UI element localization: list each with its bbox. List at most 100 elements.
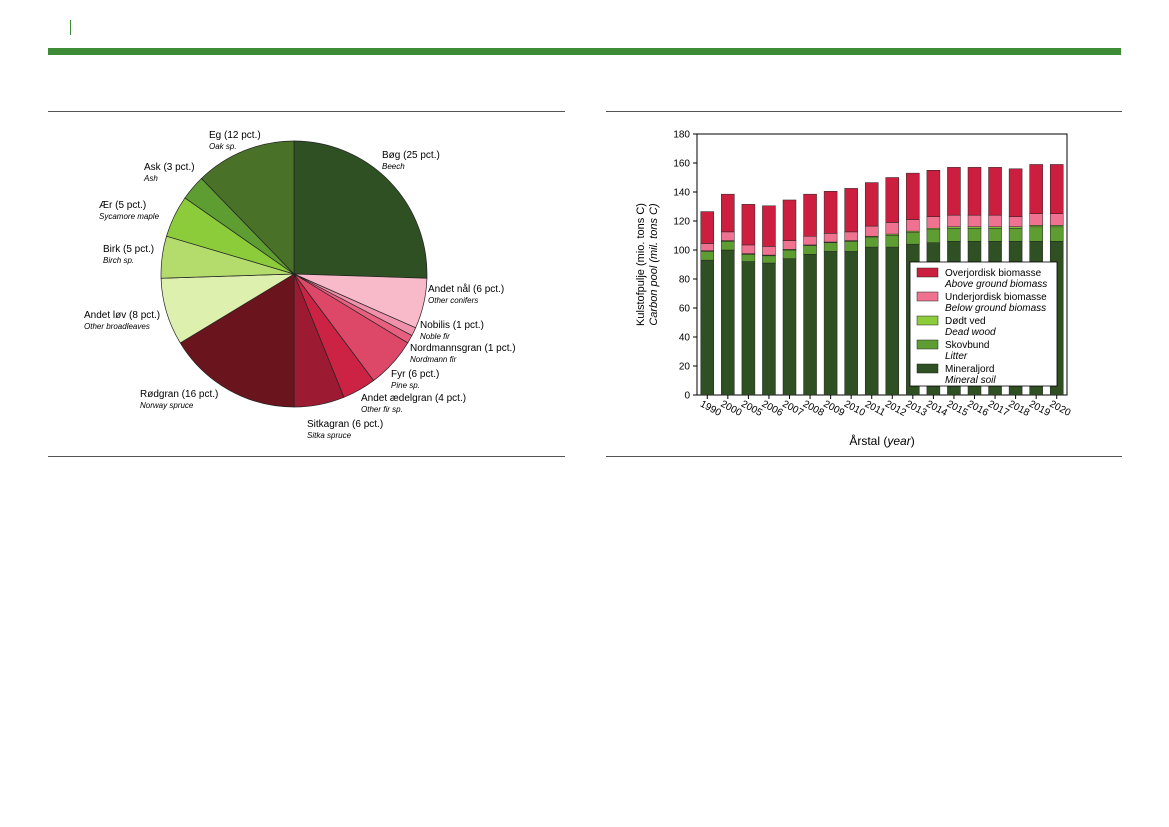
x-axis-label-main: Årstal (849, 433, 880, 448)
pie-sublabel-bog: Beech (382, 162, 405, 171)
left-panel-top-rule (48, 111, 565, 112)
pie-label-bog: Bøg (25 pct.) (382, 150, 440, 161)
bar-segment-overjordisk-biomasse-2011 (864, 182, 879, 227)
y-tick-label: 60 (679, 304, 691, 315)
x-tick-label-2016: 2016 (965, 399, 990, 419)
bar-segment-overjordisk-biomasse-2007 (782, 199, 797, 241)
pie-label-rodgran: Rødgran (16 pct.) (140, 389, 218, 400)
bar-segment-underjordisk-biomasse-2011 (864, 225, 879, 237)
bar-segment-underjordisk-biomasse-2016 (967, 214, 982, 228)
bar-segment-mineraljord-2000 (721, 249, 735, 396)
x-tick-label-2015: 2015 (945, 399, 970, 419)
x-tick-label-2009: 2009 (821, 399, 846, 419)
legend-swatch-dodt-ved (916, 315, 939, 326)
bar-segment-overjordisk-biomasse-2012 (885, 177, 900, 223)
x-tick-label-1990: 1990 (698, 399, 723, 419)
legend-label-skovbund: Skovbund (945, 340, 989, 351)
bar-segment-skovbund-2008 (803, 245, 817, 255)
x-tick-label-2008: 2008 (801, 399, 826, 419)
pie-label-fyr: Fyr (6 pct.) (391, 369, 439, 380)
bar-segment-underjordisk-biomasse-2005 (741, 244, 756, 254)
header-green-bar (48, 48, 1121, 55)
y-tick-label: 120 (673, 217, 690, 228)
bar-segment-overjordisk-biomasse-2013 (906, 172, 920, 220)
x-tick-label-2017: 2017 (986, 399, 1011, 419)
bar-segment-overjordisk-biomasse-2006 (762, 205, 776, 247)
bar-segment-underjordisk-biomasse-2010 (844, 231, 858, 241)
legend-label-dodt-ved: Dødt ved (945, 316, 986, 327)
bar-segment-overjordisk-biomasse-2014 (926, 170, 941, 217)
x-tick-label-2000: 2000 (719, 399, 744, 419)
bar-segment-skovbund-2017 (988, 228, 1002, 242)
pie-label-sitkagran: Sitkagran (6 pct.) (307, 419, 383, 430)
bar-segment-overjordisk-biomasse-2015 (947, 167, 961, 216)
pie-label-andet-lov: Andet løv (8 pct.) (84, 310, 160, 321)
x-axis-label-paren: ( (880, 434, 887, 448)
x-tick-label-2014: 2014 (924, 399, 949, 419)
y-tick-label: 180 (673, 130, 690, 141)
bar-segment-overjordisk-biomasse-2018 (1008, 168, 1023, 217)
x-tick-label-2006: 2006 (760, 399, 785, 419)
pie-label-ask: Ask (3 pct.) (144, 162, 195, 173)
bar-segment-mineraljord-2011 (864, 246, 879, 396)
bar-segment-underjordisk-biomasse-2008 (803, 235, 817, 246)
legend-label-en-skovbund: Litter (945, 351, 968, 362)
bar-segment-mineraljord-2007 (782, 258, 797, 396)
legend-swatch-underjordisk-biomasse (916, 291, 939, 302)
bar-segment-skovbund-2005 (741, 254, 756, 262)
bar-segment-overjordisk-biomasse-2000 (721, 193, 735, 233)
bar-segment-skovbund-2015 (947, 228, 961, 242)
bar-segment-underjordisk-biomasse-2019 (1029, 213, 1043, 226)
y-tick-label: 160 (673, 159, 690, 170)
bar-segment-skovbund-2009 (823, 242, 838, 252)
bar-segment-mineraljord-2010 (844, 251, 858, 396)
pie-sublabel-andet-aedelgran: Other fir sp. (361, 405, 403, 414)
bar-segment-overjordisk-biomasse-2017 (988, 167, 1002, 216)
bar-segment-skovbund-2011 (864, 236, 879, 248)
bar-segment-mineraljord-2006 (762, 262, 776, 396)
plot-frame (696, 133, 1068, 396)
pie-sublabel-ask: Ash (143, 174, 158, 183)
bar-segment-overjordisk-biomasse-2005 (741, 204, 756, 246)
bar-segment-underjordisk-biomasse-2018 (1008, 216, 1023, 228)
pie-slice-rodgran (179, 273, 295, 408)
bar-segment-underjordisk-biomasse-2013 (906, 219, 920, 232)
pie-sublabel-nobilis: Noble fir (420, 332, 450, 341)
x-tick-label-2018: 2018 (1006, 399, 1031, 419)
bar-segment-overjordisk-biomasse-2009 (823, 191, 838, 234)
pie-sublabel-nordmannsgran: Nordmann fir (410, 355, 457, 364)
bar-segment-mineraljord-1990 (700, 259, 715, 396)
bar-segment-skovbund-2019 (1029, 226, 1043, 242)
bar-segment-skovbund-2014 (926, 229, 941, 243)
pie-label-birk: Birk (5 pct.) (103, 244, 154, 255)
bar-segment-underjordisk-biomasse-2015 (947, 214, 961, 228)
pie-sublabel-rodgran: Norway spruce (140, 401, 194, 410)
y-tick-label: 100 (673, 246, 690, 257)
bar-segment-skovbund-2012 (885, 235, 900, 248)
bar-segment-underjordisk-biomasse-2006 (762, 246, 776, 256)
x-axis-label: Årstal (year) (849, 433, 914, 448)
bar-segment-skovbund-1990 (700, 251, 715, 261)
x-tick-label-2007: 2007 (780, 399, 805, 419)
pie-sublabel-eg: Oak sp. (209, 142, 237, 151)
x-tick-label-2013: 2013 (904, 399, 929, 419)
legend-label-en-underjordisk-biomasse: Below ground biomass (945, 303, 1046, 314)
pie-label-nordmannsgran: Nordmannsgran (1 pct.) (410, 343, 516, 354)
bar-segment-underjordisk-biomasse-2020 (1049, 213, 1064, 226)
bar-segment-overjordisk-biomasse-1990 (700, 211, 715, 244)
bar-segment-underjordisk-biomasse-2017 (988, 214, 1002, 228)
y-tick-label: 20 (679, 362, 691, 373)
bar-segment-mineraljord-2009 (823, 251, 838, 396)
pie-label-eg: Eg (12 pct.) (209, 130, 261, 141)
bar-segment-skovbund-2000 (721, 241, 735, 251)
bar-segment-underjordisk-biomasse-2000 (721, 231, 735, 241)
x-tick-label-2005: 2005 (739, 399, 764, 419)
bar-segment-underjordisk-biomasse-2009 (823, 233, 838, 243)
legend-label-overjordisk-biomasse: Overjordisk biomasse (945, 268, 1042, 279)
legend-label-mineraljord: Mineraljord (945, 364, 994, 375)
x-axis-label-paren: ) (911, 434, 915, 448)
bar-segment-skovbund-2007 (782, 249, 797, 259)
bar-segment-skovbund-2018 (1008, 228, 1023, 242)
pie-sublabel-fyr: Pine sp. (391, 381, 420, 390)
